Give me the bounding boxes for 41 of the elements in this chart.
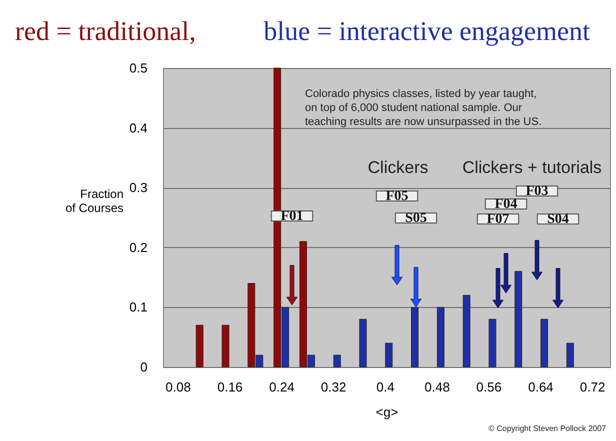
bar: [333, 354, 341, 368]
y-tick-label: 0: [140, 360, 148, 374]
bar: [540, 318, 548, 368]
x-tick-label: 0.4: [376, 380, 394, 394]
y-tick-label: 0.5: [129, 60, 148, 76]
annotation: F01: [280, 209, 304, 224]
bar: [436, 306, 444, 368]
y-axis-title: Fraction of Courses: [65, 187, 124, 216]
text: blue = interactive engagement: [264, 16, 590, 46]
x-tick-label: 0.48: [424, 380, 450, 394]
annotation: Clickers + tutorials: [462, 158, 602, 177]
annotation: S05: [405, 211, 427, 226]
bar: [514, 271, 522, 368]
bar: [385, 342, 393, 368]
annotation: Clickers: [368, 158, 428, 177]
bar: [488, 318, 496, 368]
x-tick-label: 0.56: [476, 380, 502, 394]
annotation: F07: [486, 212, 510, 227]
annotation: S04: [547, 212, 569, 227]
annotation: F04: [494, 197, 518, 212]
x-tick-label: 0.16: [217, 380, 243, 394]
x-tick-label: 0.64: [528, 380, 554, 394]
text: red = traditional,: [15, 16, 196, 46]
y-tick-label: 0.4: [129, 120, 148, 136]
bar: [566, 342, 574, 368]
y-tick-label: 0.1: [129, 300, 148, 315]
annotation: F05: [386, 189, 408, 204]
annotation: F03: [526, 184, 548, 199]
bar: [462, 294, 470, 368]
y-tick-label: 0.3: [129, 180, 148, 196]
y-tick-label: 0.2: [129, 240, 148, 255]
annotation: Colorado physics classes, listed by year taught, on top of 6,000 student national sample. Our teaching results are now unsurpassed in the US.: [305, 88, 542, 128]
x-tick-label: 0.32: [320, 380, 346, 394]
bar: [359, 318, 367, 368]
text: © Copyright Steven Pollock 2007: [488, 424, 607, 433]
x-tick-label: 0.08: [166, 380, 191, 394]
x-tick-label: 0.24: [269, 380, 294, 394]
bar: [196, 324, 204, 368]
bar: [222, 324, 230, 368]
x-axis-title: <g>: [376, 404, 398, 420]
x-tick-label: 0.72: [580, 380, 606, 394]
